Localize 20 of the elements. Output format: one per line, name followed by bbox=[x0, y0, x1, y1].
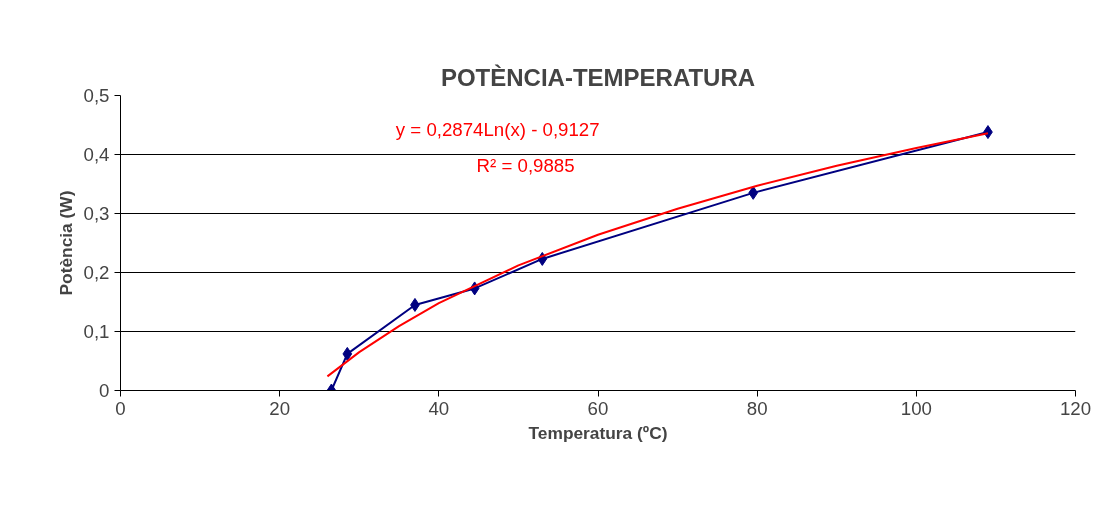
annotation: R² = 0,9885 bbox=[476, 155, 575, 177]
y-tick-label: 0,1 bbox=[83, 321, 110, 342]
x-tick-label: 120 bbox=[1059, 397, 1092, 419]
y-axis-title: Potència (W) bbox=[55, 190, 76, 296]
x-tick-label: 60 bbox=[587, 397, 609, 419]
annotation: y = 0,2874Ln(x) - 0,9127 bbox=[395, 118, 600, 140]
chart-title: POTÈNCIA-TEMPERATURA bbox=[440, 63, 756, 91]
x-axis-title: Temperatura (ºC) bbox=[528, 422, 668, 443]
y-tick-label: 0,5 bbox=[83, 85, 110, 106]
x-tick-label: 80 bbox=[746, 397, 768, 419]
y-tick-label: 0,2 bbox=[83, 262, 110, 283]
y-tick-label: 0,3 bbox=[83, 203, 110, 224]
y-tick-label: 0 bbox=[99, 380, 110, 401]
point bbox=[748, 185, 759, 200]
x-tick-label: 20 bbox=[269, 397, 291, 419]
x-tick-label: 40 bbox=[428, 397, 450, 419]
point bbox=[342, 346, 353, 361]
y-tick-label: 0,4 bbox=[83, 144, 110, 165]
x-tick-label: 100 bbox=[900, 397, 932, 419]
x-tick-label: 0 bbox=[115, 397, 126, 419]
